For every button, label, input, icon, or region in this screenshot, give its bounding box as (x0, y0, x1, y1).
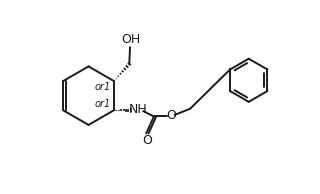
Text: NH: NH (128, 103, 147, 116)
Text: OH: OH (121, 33, 140, 46)
Text: O: O (166, 109, 176, 122)
Text: O: O (142, 134, 152, 147)
Text: or1: or1 (95, 99, 111, 109)
Text: or1: or1 (95, 82, 111, 92)
